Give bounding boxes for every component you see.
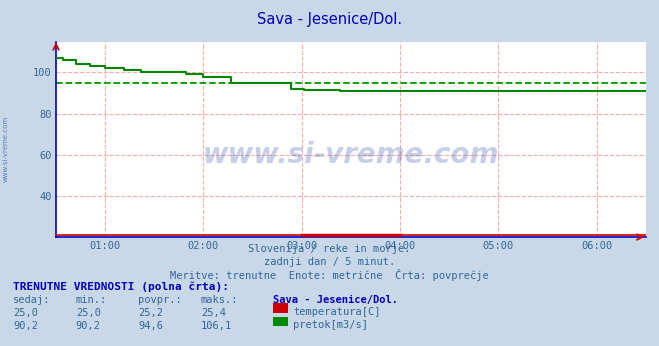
Text: temperatura[C]: temperatura[C] — [293, 307, 381, 317]
Text: Sava - Jesenice/Dol.: Sava - Jesenice/Dol. — [257, 12, 402, 27]
Text: 25,0: 25,0 — [13, 308, 38, 318]
Text: 90,2: 90,2 — [76, 321, 101, 331]
Text: 25,0: 25,0 — [76, 308, 101, 318]
Text: www.si-vreme.com: www.si-vreme.com — [203, 141, 499, 169]
Text: TRENUTNE VREDNOSTI (polna črta):: TRENUTNE VREDNOSTI (polna črta): — [13, 282, 229, 292]
Text: 90,2: 90,2 — [13, 321, 38, 331]
Text: min.:: min.: — [76, 295, 107, 305]
Text: sedaj:: sedaj: — [13, 295, 51, 305]
Text: povpr.:: povpr.: — [138, 295, 182, 305]
Text: Sava - Jesenice/Dol.: Sava - Jesenice/Dol. — [273, 295, 399, 305]
Text: 106,1: 106,1 — [201, 321, 232, 331]
Text: maks.:: maks.: — [201, 295, 239, 305]
Text: 25,4: 25,4 — [201, 308, 226, 318]
Text: pretok[m3/s]: pretok[m3/s] — [293, 320, 368, 330]
Text: zadnji dan / 5 minut.: zadnji dan / 5 minut. — [264, 257, 395, 267]
Text: 25,2: 25,2 — [138, 308, 163, 318]
Text: Meritve: trenutne  Enote: metrične  Črta: povprečje: Meritve: trenutne Enote: metrične Črta: … — [170, 269, 489, 281]
Text: www.si-vreme.com: www.si-vreme.com — [2, 116, 9, 182]
Text: Slovenija / reke in morje.: Slovenija / reke in morje. — [248, 244, 411, 254]
Text: 94,6: 94,6 — [138, 321, 163, 331]
